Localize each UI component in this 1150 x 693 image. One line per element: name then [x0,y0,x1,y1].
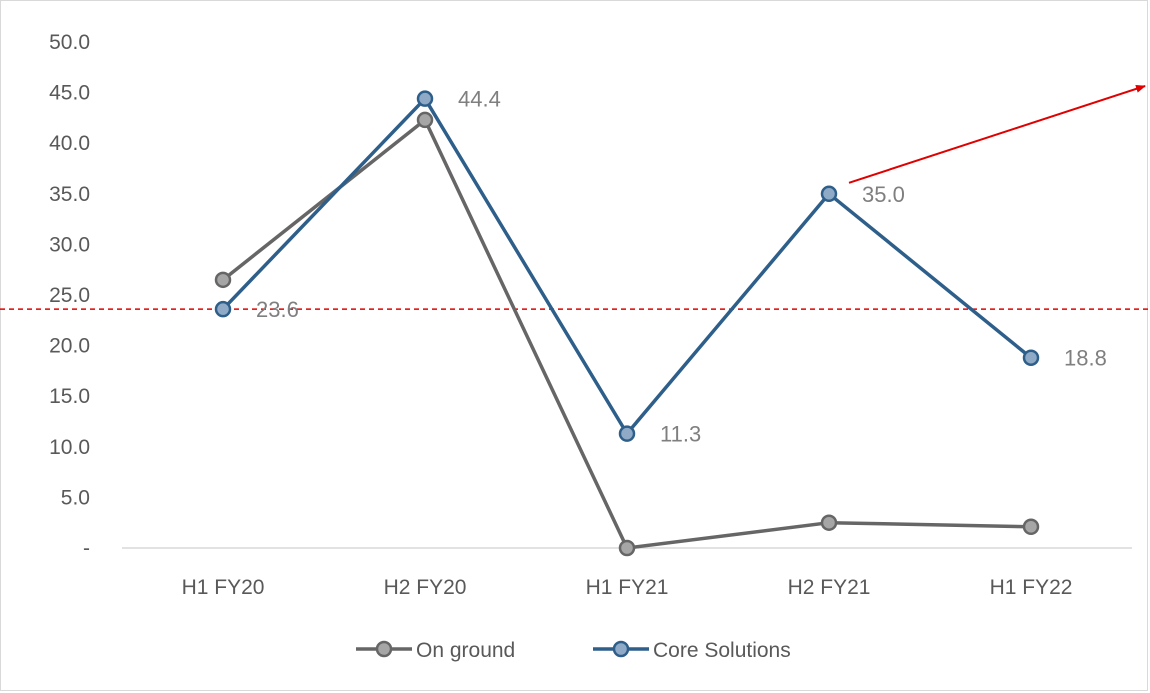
series-line [221,96,1033,436]
x-tick-label: H2 FY20 [384,576,467,599]
data-point [1022,349,1040,366]
x-tick-label: H2 FY21 [788,576,871,599]
y-tick-label: 40.0 [49,132,90,155]
y-tick-label: 45.0 [49,82,90,105]
data-point [214,271,232,289]
y-tick-label: 10.0 [49,436,90,459]
x-tick-label: H1 FY22 [990,576,1073,599]
data-label: 11.3 [660,422,701,447]
x-tick-label: H1 FY21 [586,576,669,599]
data-point [618,425,636,442]
y-tick-label: 5.0 [61,486,90,509]
axes: - 5.0 10.0 15.0 20.0 25.0 30.0 35.0 40.0 45.0 50.0… [49,31,1132,599]
data-label: 35.0 [862,182,905,207]
y-tick-label: 30.0 [49,233,90,256]
y-tick-label: 25.0 [49,284,90,307]
data-point [820,514,838,531]
data-point [820,185,838,203]
y-tick-label: 20.0 [49,335,90,358]
reference-layer [0,84,1150,310]
legend-label: On ground [416,639,515,662]
y-tick-label: 35.0 [49,183,90,206]
data-point [214,300,232,318]
data-label: 44.4 [458,87,501,112]
data-label: 18.8 [1064,346,1107,371]
legend-swatch-marker [612,640,630,658]
data-label: 23.6 [256,297,299,322]
trend-arrow [848,84,1146,184]
y-tick-label: - [83,537,90,560]
x-tick-label: H1 FY20 [182,576,265,599]
y-tick-label: 50.0 [49,31,90,54]
y-tick-label: 15.0 [49,385,90,408]
data-point [416,90,434,107]
legend-swatch-marker [375,640,393,658]
data-labels-layer: 23.6 44.4 11.3 35.0 18.8 [256,87,1107,447]
data-point [1022,518,1040,535]
legend: On ground Core Solutions [356,639,791,662]
data-point [416,111,434,129]
legend-label: Core Solutions [653,639,791,662]
data-point [618,539,636,557]
series-layer [214,90,1040,557]
